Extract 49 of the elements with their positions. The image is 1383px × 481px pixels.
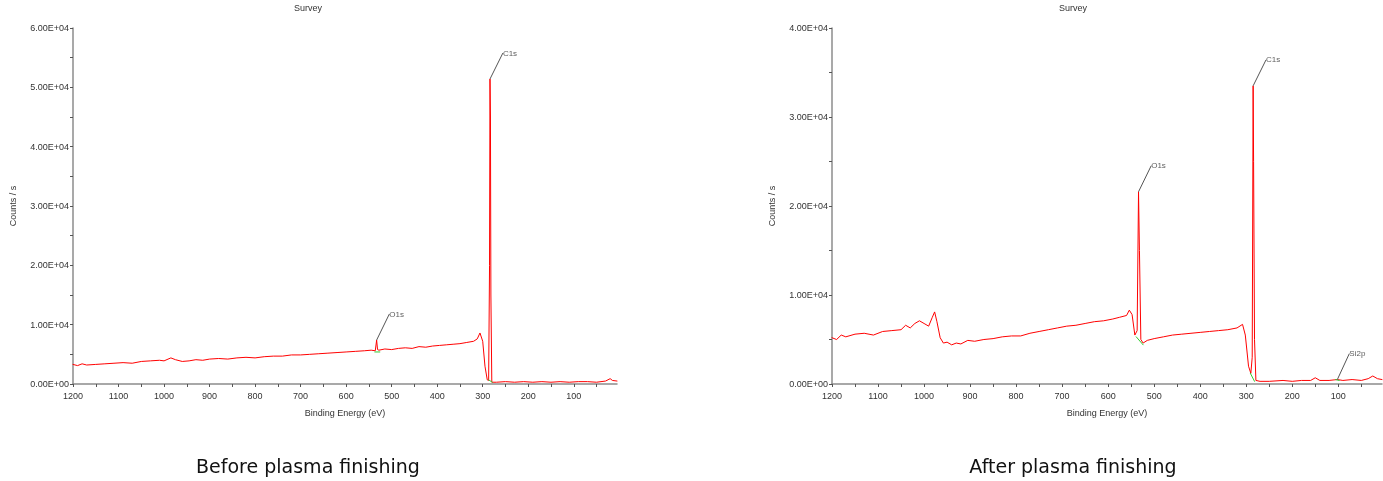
y-axis-title: Counts / s — [766, 185, 777, 227]
x-tick-label: 300 — [475, 390, 491, 401]
y-tick-label: 2.00E+04 — [30, 260, 69, 271]
x-tick-label: 1100 — [108, 390, 129, 401]
x-tick-label: 600 — [338, 390, 354, 401]
x-tick-label: 1100 — [868, 390, 888, 401]
y-tick-label: 1.00E+04 — [30, 319, 69, 330]
x-tick-label: 200 — [520, 390, 536, 401]
text: Before plasma finishing — [196, 455, 420, 477]
y-tick-label: 4.00E+04 — [789, 23, 828, 33]
x-axis-title: Binding Energy (eV) — [1066, 407, 1148, 418]
x-tick-label: 100 — [566, 390, 582, 401]
y-tick-label: 3.00E+04 — [30, 201, 69, 211]
annotation: Si2p — [1349, 349, 1366, 359]
annotation: O1s — [389, 309, 404, 319]
y-tick-label: 4.00E+04 — [30, 141, 69, 152]
x-tick-label: 700 — [1054, 390, 1070, 401]
x-tick-label: 1200 — [62, 390, 84, 401]
annotation: O1s — [1151, 161, 1166, 171]
x-axis-title: Binding Energy (eV) — [304, 407, 386, 418]
x-tick-label: 800 — [247, 390, 263, 401]
x-tick-label: 1000 — [154, 390, 175, 401]
chart-title: Survey — [293, 2, 323, 13]
y-tick-label: 5.00E+04 — [30, 82, 69, 93]
text: After plasma finishing — [969, 455, 1177, 477]
x-tick-label: 300 — [1238, 390, 1254, 401]
chart-title: Survey — [1058, 2, 1088, 13]
x-tick-label: 200 — [1284, 390, 1300, 401]
y-tick-label: 3.00E+04 — [789, 112, 828, 122]
y-tick-label: 6.00E+04 — [30, 23, 69, 33]
x-tick-label: 700 — [293, 390, 309, 401]
x-tick-label: 400 — [429, 390, 445, 401]
x-tick-label: 900 — [202, 390, 218, 401]
x-tick-label: 1000 — [914, 390, 935, 401]
y-tick-label: 0.00E+00 — [30, 379, 69, 389]
x-tick-label: 600 — [1100, 390, 1116, 401]
x-tick-label: 800 — [1008, 390, 1024, 401]
x-tick-label: 400 — [1192, 390, 1208, 401]
x-tick-label: 500 — [1146, 390, 1162, 401]
y-axis-title: Counts / s — [7, 185, 18, 227]
x-tick-label: 500 — [384, 390, 400, 401]
y-tick-label: 2.00E+04 — [789, 201, 828, 211]
y-tick-label: 1.00E+04 — [789, 290, 828, 300]
x-tick-label: 1200 — [821, 390, 843, 401]
y-tick-label: 0.00E+00 — [789, 379, 828, 389]
annotation: C1s — [502, 48, 518, 58]
x-tick-label: 100 — [1330, 390, 1346, 401]
annotation: C1s — [1266, 55, 1281, 65]
x-tick-label: 900 — [962, 390, 978, 401]
